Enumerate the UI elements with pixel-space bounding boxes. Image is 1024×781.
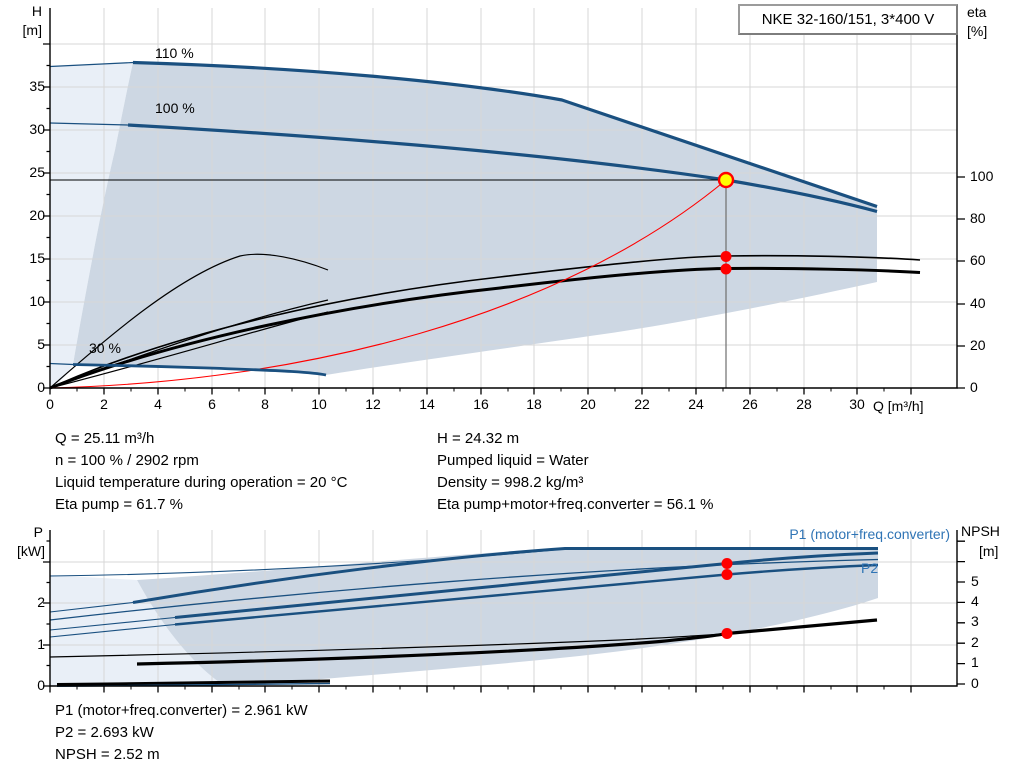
h-axis-name: H: [31, 3, 42, 19]
operating-point-marker: [717, 171, 735, 189]
npsh-axis-name: NPSH: [961, 523, 1000, 539]
p2-point: [721, 569, 733, 580]
q-axis-ticks-minor: [76, 388, 885, 392]
npsh-axis-ticks: [957, 540, 965, 685]
info-density: Density = 998.2 kg/m³: [437, 474, 584, 491]
p1-limit-lead: [49, 601, 134, 613]
operating-envelope-bottom: [137, 548, 878, 686]
system-curve: [49, 179, 727, 389]
p1-point: [721, 558, 733, 569]
npsh-curve-thin: [49, 632, 728, 658]
p1-limit-curve: [132, 547, 878, 604]
grid-horizontal: [50, 43, 957, 346]
pump-title-box: NKE 32-160/151, 3*400 V: [738, 4, 958, 35]
p1-curve-lead: [49, 616, 176, 631]
p2-30pct-curve: [56, 679, 331, 686]
envelope-light: [50, 62, 133, 388]
eta-curve-pump: [49, 254, 921, 389]
p2-limit-curve: [49, 558, 879, 621]
info-q: Q = 25.11 m³/h: [55, 430, 155, 447]
speed-label-30: 30 %: [89, 340, 121, 356]
grid-vertical: [103, 8, 912, 388]
top-axes: [49, 8, 958, 389]
h-axis-unit: [m]: [22, 22, 42, 38]
h-curve-100: [127, 123, 878, 214]
p1-curve: [174, 551, 879, 619]
p2-curve-lead: [49, 623, 176, 638]
h-curve-110-thin: [49, 61, 134, 68]
p-axis-name: P: [33, 524, 43, 540]
p-axis-ticks: [43, 540, 50, 687]
info-eta-total: Eta pump+motor+freq.converter = 56.1 %: [437, 496, 714, 513]
info-eta-pump: Eta pump = 61.7 %: [55, 496, 183, 513]
info-n: n = 100 % / 2902 rpm: [55, 452, 199, 469]
q-axis-ticks-bottom: [49, 686, 912, 693]
info-h: H = 24.32 m: [437, 430, 520, 447]
eta-curve-total: [49, 266, 921, 390]
eta-axis-ticks: [957, 176, 965, 389]
npsh-axis-unit: [m]: [979, 543, 999, 559]
bottom-axes: [49, 530, 958, 687]
p-axis-unit: [kW]: [17, 543, 45, 559]
speed-label-110: 110 %: [155, 45, 194, 61]
info-liquid-temp: Liquid temperature during operation = 20…: [55, 474, 348, 491]
bottom-chart: [43, 530, 965, 693]
h-curve-30-thin: [49, 362, 74, 366]
npsh-point: [721, 628, 733, 639]
info-pumped-liquid: Pumped liquid = Water: [437, 452, 589, 469]
p1-curve-label: P1 (motor+freq.converter): [789, 526, 950, 542]
info-npsh: NPSH = 2.52 m: [55, 746, 160, 763]
top-chart: [43, 8, 965, 395]
eta-point-total: [720, 263, 732, 275]
eta-axis-unit: [%]: [967, 23, 988, 39]
h-curve-110: [132, 60, 878, 209]
p2-curve: [174, 563, 879, 626]
h-curve-30: [72, 363, 327, 377]
p2-curve-label: P2: [861, 560, 879, 576]
eta-axis-name: eta: [967, 4, 987, 20]
pump-title: NKE 32-160/151, 3*400 V: [761, 11, 935, 28]
eta-point-pump: [720, 251, 732, 262]
info-p1: P1 (motor+freq.converter) = 2.961 kW: [55, 702, 308, 719]
speed-label-100: 100 %: [155, 100, 195, 116]
npsh-curve: [136, 618, 878, 666]
q-axis-ticks-bottom-minor: [76, 686, 885, 690]
q-axis-label: Q [m³/h]: [873, 398, 924, 414]
q-axis-ticks-major: [49, 388, 912, 395]
operating-envelope: [73, 62, 877, 375]
h-axis-ticks: [43, 43, 50, 389]
h-curve-100-thin: [49, 122, 129, 126]
info-p2: P2 = 2.693 kW: [55, 724, 154, 741]
eta-curve-30pct: [49, 253, 329, 389]
